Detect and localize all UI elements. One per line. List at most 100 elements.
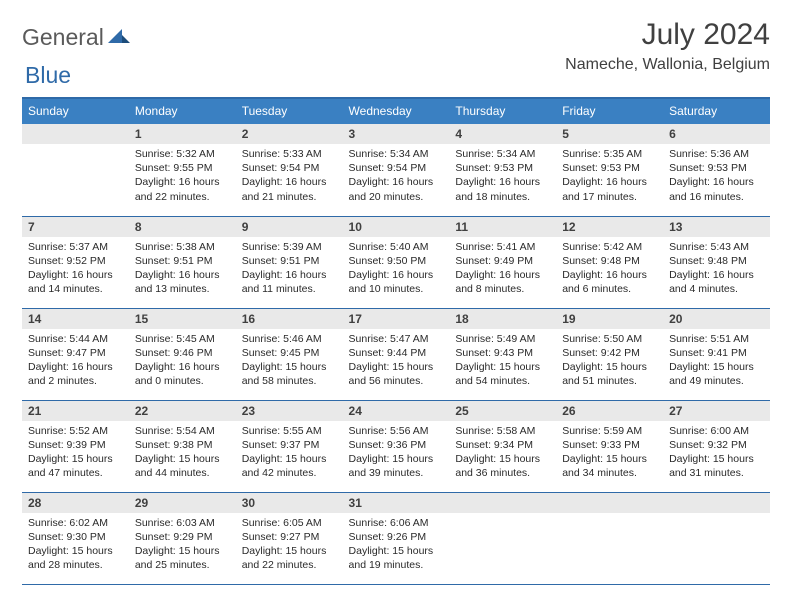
calendar-cell: 31Sunrise: 6:06 AMSunset: 9:26 PMDayligh… — [343, 492, 450, 584]
daylight-line: Daylight: 16 hours and 6 minutes. — [562, 268, 657, 296]
daylight-line: Daylight: 15 hours and 25 minutes. — [135, 544, 230, 572]
calendar-cell: 4Sunrise: 5:34 AMSunset: 9:53 PMDaylight… — [449, 124, 556, 216]
sunrise-line: Sunrise: 5:41 AM — [455, 240, 550, 254]
sunset-line: Sunset: 9:27 PM — [242, 530, 337, 544]
day-number: 13 — [663, 217, 770, 237]
day-number — [22, 124, 129, 144]
sunset-line: Sunset: 9:51 PM — [242, 254, 337, 268]
sunrise-line: Sunrise: 5:47 AM — [349, 332, 444, 346]
daylight-line: Daylight: 15 hours and 47 minutes. — [28, 452, 123, 480]
sunset-line: Sunset: 9:52 PM — [28, 254, 123, 268]
sunset-line: Sunset: 9:39 PM — [28, 438, 123, 452]
sunrise-line: Sunrise: 5:35 AM — [562, 147, 657, 161]
calendar-cell: 26Sunrise: 5:59 AMSunset: 9:33 PMDayligh… — [556, 400, 663, 492]
calendar-cell: 23Sunrise: 5:55 AMSunset: 9:37 PMDayligh… — [236, 400, 343, 492]
calendar-cell: 7Sunrise: 5:37 AMSunset: 9:52 PMDaylight… — [22, 216, 129, 308]
calendar-cell: 10Sunrise: 5:40 AMSunset: 9:50 PMDayligh… — [343, 216, 450, 308]
day-number — [449, 493, 556, 513]
day-number: 18 — [449, 309, 556, 329]
day-number: 1 — [129, 124, 236, 144]
calendar-cell: 20Sunrise: 5:51 AMSunset: 9:41 PMDayligh… — [663, 308, 770, 400]
calendar-cell: 9Sunrise: 5:39 AMSunset: 9:51 PMDaylight… — [236, 216, 343, 308]
day-number: 10 — [343, 217, 450, 237]
brand-part2: Blue — [25, 62, 71, 88]
day-header: Tuesday — [236, 98, 343, 124]
daylight-line: Daylight: 15 hours and 51 minutes. — [562, 360, 657, 388]
sunset-line: Sunset: 9:50 PM — [349, 254, 444, 268]
sunrise-line: Sunrise: 6:03 AM — [135, 516, 230, 530]
day-number: 4 — [449, 124, 556, 144]
daylight-line: Daylight: 15 hours and 44 minutes. — [135, 452, 230, 480]
calendar-cell: 14Sunrise: 5:44 AMSunset: 9:47 PMDayligh… — [22, 308, 129, 400]
daylight-line: Daylight: 16 hours and 13 minutes. — [135, 268, 230, 296]
day-header: Friday — [556, 98, 663, 124]
day-header: Monday — [129, 98, 236, 124]
day-number: 27 — [663, 401, 770, 421]
sunset-line: Sunset: 9:41 PM — [669, 346, 764, 360]
calendar-week-row: 28Sunrise: 6:02 AMSunset: 9:30 PMDayligh… — [22, 492, 770, 584]
daylight-line: Daylight: 15 hours and 31 minutes. — [669, 452, 764, 480]
sunrise-line: Sunrise: 5:32 AM — [135, 147, 230, 161]
daylight-line: Daylight: 16 hours and 0 minutes. — [135, 360, 230, 388]
sunrise-line: Sunrise: 6:02 AM — [28, 516, 123, 530]
sunset-line: Sunset: 9:32 PM — [669, 438, 764, 452]
daylight-line: Daylight: 16 hours and 4 minutes. — [669, 268, 764, 296]
day-number: 29 — [129, 493, 236, 513]
calendar-cell: 18Sunrise: 5:49 AMSunset: 9:43 PMDayligh… — [449, 308, 556, 400]
day-header: Sunday — [22, 98, 129, 124]
daylight-line: Daylight: 15 hours and 22 minutes. — [242, 544, 337, 572]
calendar-week-row: 1Sunrise: 5:32 AMSunset: 9:55 PMDaylight… — [22, 124, 770, 216]
daylight-line: Daylight: 16 hours and 22 minutes. — [135, 175, 230, 203]
month-title: July 2024 — [565, 18, 770, 52]
sunset-line: Sunset: 9:46 PM — [135, 346, 230, 360]
day-number: 31 — [343, 493, 450, 513]
daylight-line: Daylight: 16 hours and 20 minutes. — [349, 175, 444, 203]
day-number: 7 — [22, 217, 129, 237]
calendar-body: 1Sunrise: 5:32 AMSunset: 9:55 PMDaylight… — [22, 124, 770, 584]
sunset-line: Sunset: 9:53 PM — [455, 161, 550, 175]
calendar-cell: 12Sunrise: 5:42 AMSunset: 9:48 PMDayligh… — [556, 216, 663, 308]
day-number: 25 — [449, 401, 556, 421]
day-number: 24 — [343, 401, 450, 421]
day-number: 11 — [449, 217, 556, 237]
calendar-cell — [556, 492, 663, 584]
daylight-line: Daylight: 16 hours and 16 minutes. — [669, 175, 764, 203]
calendar-cell: 17Sunrise: 5:47 AMSunset: 9:44 PMDayligh… — [343, 308, 450, 400]
calendar-cell: 19Sunrise: 5:50 AMSunset: 9:42 PMDayligh… — [556, 308, 663, 400]
sunrise-line: Sunrise: 6:00 AM — [669, 424, 764, 438]
calendar-cell: 25Sunrise: 5:58 AMSunset: 9:34 PMDayligh… — [449, 400, 556, 492]
day-number: 22 — [129, 401, 236, 421]
sunrise-line: Sunrise: 6:06 AM — [349, 516, 444, 530]
calendar-cell — [22, 124, 129, 216]
sunset-line: Sunset: 9:42 PM — [562, 346, 657, 360]
sunrise-line: Sunrise: 5:58 AM — [455, 424, 550, 438]
sunrise-line: Sunrise: 5:50 AM — [562, 332, 657, 346]
sunrise-line: Sunrise: 5:37 AM — [28, 240, 123, 254]
day-number: 12 — [556, 217, 663, 237]
daylight-line: Daylight: 16 hours and 10 minutes. — [349, 268, 444, 296]
day-header: Thursday — [449, 98, 556, 124]
daylight-line: Daylight: 16 hours and 11 minutes. — [242, 268, 337, 296]
calendar-cell: 2Sunrise: 5:33 AMSunset: 9:54 PMDaylight… — [236, 124, 343, 216]
day-header: Wednesday — [343, 98, 450, 124]
daylight-line: Daylight: 16 hours and 18 minutes. — [455, 175, 550, 203]
day-number: 15 — [129, 309, 236, 329]
calendar-cell: 6Sunrise: 5:36 AMSunset: 9:53 PMDaylight… — [663, 124, 770, 216]
calendar-week-row: 21Sunrise: 5:52 AMSunset: 9:39 PMDayligh… — [22, 400, 770, 492]
brand-part1: General — [22, 24, 104, 51]
day-number: 20 — [663, 309, 770, 329]
sunrise-line: Sunrise: 5:45 AM — [135, 332, 230, 346]
daylight-line: Daylight: 15 hours and 19 minutes. — [349, 544, 444, 572]
calendar-table: Sunday Monday Tuesday Wednesday Thursday… — [22, 97, 770, 585]
calendar-cell: 29Sunrise: 6:03 AMSunset: 9:29 PMDayligh… — [129, 492, 236, 584]
sunrise-line: Sunrise: 5:56 AM — [349, 424, 444, 438]
calendar-cell: 8Sunrise: 5:38 AMSunset: 9:51 PMDaylight… — [129, 216, 236, 308]
daylight-line: Daylight: 15 hours and 58 minutes. — [242, 360, 337, 388]
day-number: 5 — [556, 124, 663, 144]
day-number: 2 — [236, 124, 343, 144]
sunrise-line: Sunrise: 5:39 AM — [242, 240, 337, 254]
sunrise-line: Sunrise: 5:44 AM — [28, 332, 123, 346]
sunrise-line: Sunrise: 5:49 AM — [455, 332, 550, 346]
day-number: 3 — [343, 124, 450, 144]
day-number: 23 — [236, 401, 343, 421]
